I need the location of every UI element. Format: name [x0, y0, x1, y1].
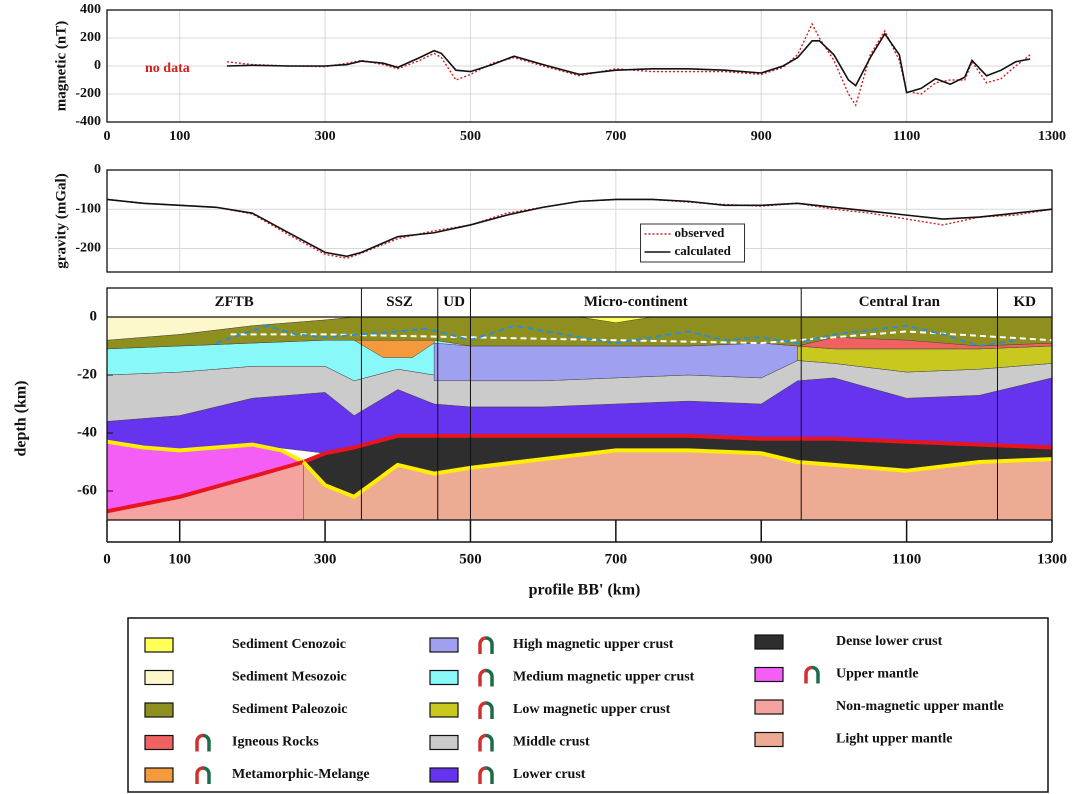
legend-swatch	[145, 671, 173, 685]
legend-swatch	[145, 736, 173, 750]
y-axis-label: gravity (mGal)	[53, 173, 69, 268]
legend-swatch	[755, 733, 783, 747]
y-tick-label: 400	[80, 2, 101, 17]
x-tick-label: 1300	[1038, 129, 1066, 144]
section-body	[107, 317, 1052, 520]
x-axis-label: profile BB' (km)	[529, 582, 641, 599]
legend-label: Sediment Mesozoic	[232, 670, 347, 685]
legend-label: Metamorphic-Melange	[232, 767, 370, 782]
legend-label: Light upper mantle	[836, 732, 952, 747]
legend-label: Sediment Paleozoic	[232, 702, 347, 717]
x-tick-label: 700	[605, 551, 628, 567]
legend-label: Medium magnetic upper crust	[513, 670, 695, 685]
region-label: Central Iran	[859, 294, 941, 310]
region-label: ZFTB	[215, 294, 254, 310]
y-tick-label: -40	[77, 424, 97, 440]
x-tick-label: 1100	[893, 129, 920, 144]
x-tick-label: 100	[168, 551, 191, 567]
y-tick-label: 200	[80, 30, 101, 45]
legend-label: High magnetic upper crust	[513, 637, 674, 652]
x-tick-label: 100	[169, 129, 190, 144]
legend-swatch	[145, 703, 173, 717]
legend-swatch	[755, 700, 783, 714]
y-tick-label: 0	[94, 58, 101, 73]
legend-swatch	[755, 668, 783, 682]
y-tick-label: 0	[94, 162, 101, 177]
y-tick-label: -20	[77, 366, 97, 382]
figure: -400-2000200400010030050070090011001300m…	[0, 0, 1075, 794]
legend-label: calculated	[675, 243, 732, 258]
x-tick-label: 900	[750, 551, 773, 567]
annotation: no data	[145, 61, 190, 76]
legend-swatch	[430, 736, 458, 750]
x-tick-label: 300	[314, 551, 337, 567]
legend-label: Lower crust	[513, 767, 586, 782]
x-tick-label: 500	[460, 129, 481, 144]
region-label: KD	[1013, 294, 1036, 310]
region-label: UD	[443, 294, 465, 310]
legend-label: Non-magnetic upper mantle	[836, 699, 1004, 714]
legend-swatch	[430, 638, 458, 652]
y-tick-label: -400	[75, 114, 101, 129]
y-tick-label: -200	[75, 86, 101, 101]
legend-swatch	[430, 671, 458, 685]
y-axis-label: depth (km)	[13, 380, 30, 456]
x-tick-label: 1100	[892, 551, 921, 567]
y-axis-label: magnetic (nT)	[53, 21, 69, 111]
legend-label: Low magnetic upper crust	[513, 702, 671, 717]
x-tick-label: 500	[459, 551, 482, 567]
legend-label: Sediment Cenozoic	[232, 637, 346, 652]
y-tick-label: 0	[90, 308, 98, 324]
x-tick-label: 1300	[1037, 551, 1067, 567]
x-tick-label: 0	[103, 551, 111, 567]
legend-swatch	[145, 638, 173, 652]
layer	[434, 343, 797, 381]
legend-label: Igneous Rocks	[232, 735, 319, 750]
region-label: SSZ	[386, 294, 413, 310]
y-tick-label: -60	[77, 482, 97, 498]
legend-swatch	[430, 703, 458, 717]
legend-swatch	[430, 768, 458, 782]
y-tick-label: -100	[75, 201, 101, 216]
legend-swatch	[145, 768, 173, 782]
legend-label: observed	[675, 225, 726, 240]
x-tick-label: 0	[104, 129, 111, 144]
legend-label: Middle crust	[513, 735, 590, 750]
x-tick-label: 700	[605, 129, 626, 144]
legend-swatch	[755, 635, 783, 649]
legend-label: Dense lower crust	[836, 634, 943, 649]
region-label: Micro-continent	[584, 294, 688, 310]
y-tick-label: -200	[75, 241, 101, 256]
x-tick-label: 300	[315, 129, 336, 144]
legend-label: Upper mantle	[836, 667, 919, 682]
x-tick-label: 900	[751, 129, 772, 144]
